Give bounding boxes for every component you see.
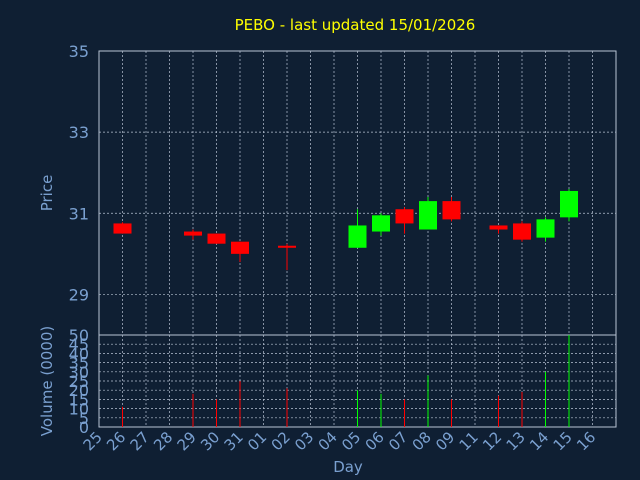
volume-bars — [122, 335, 570, 427]
x-tick-label: 30 — [197, 428, 223, 454]
volume-tick-label: 10 — [69, 400, 89, 419]
candle-body — [560, 190, 578, 218]
x-tick-label: 05 — [338, 428, 364, 454]
volume-tick-label: 0 — [79, 418, 89, 437]
x-tick-label: 06 — [362, 428, 388, 454]
candle-body — [113, 223, 132, 234]
chart-title: PEBO - last updated 15/01/2026 — [235, 16, 476, 34]
candle-body — [395, 209, 414, 224]
volume-tick-label: 35 — [69, 354, 89, 373]
volume-tick-label: 5 — [79, 409, 89, 428]
x-tick-label: 26 — [103, 428, 129, 454]
volume-tick-label: 20 — [69, 381, 89, 400]
price-axis-label: Price — [38, 175, 56, 212]
candle-body — [184, 231, 202, 236]
price-panel: 29 31 33 35 Price — [38, 42, 617, 336]
x-tick-label: 27 — [127, 428, 153, 454]
x-tick-label: 15 — [550, 428, 576, 454]
x-tick-label: 31 — [221, 428, 247, 454]
volume-tick-label: 50 — [69, 326, 89, 345]
price-tick-label: 29 — [69, 285, 89, 304]
candles — [113, 188, 578, 271]
x-tick-label: 02 — [268, 428, 294, 454]
price-grid — [99, 50, 616, 335]
candle-body — [348, 225, 367, 248]
volume-tick-label: 30 — [69, 363, 89, 382]
candle-body — [207, 233, 226, 244]
volume-tick-label: 15 — [69, 390, 89, 409]
x-tick-label: 01 — [244, 428, 270, 454]
candle-body — [513, 223, 531, 240]
candle-body — [536, 219, 555, 238]
candle-body — [419, 201, 437, 230]
x-tick-label: 04 — [315, 428, 341, 454]
volume-tick-label: 25 — [69, 372, 89, 391]
x-tick-label: 12 — [479, 428, 505, 454]
x-tick-label: 07 — [385, 428, 411, 454]
x-tick-label: 13 — [503, 428, 529, 454]
x-ticks: 2526272829303101020304050607080911121314… — [80, 428, 600, 454]
candle-body — [489, 225, 508, 230]
price-tick-label: 31 — [69, 204, 89, 223]
candle-body — [278, 245, 296, 248]
price-tick-label: 35 — [69, 42, 89, 61]
volume-tick-label: 45 — [69, 335, 89, 354]
x-tick-label: 08 — [409, 428, 435, 454]
x-tick-label: 11 — [456, 428, 482, 454]
x-tick-label: 28 — [150, 428, 176, 454]
candle-body — [372, 215, 390, 232]
x-tick-label: 09 — [432, 428, 458, 454]
x-axis-label: Day — [333, 458, 363, 476]
volume-tick-label: 40 — [69, 344, 89, 363]
price-tick-label: 33 — [69, 123, 89, 142]
candle-body — [442, 201, 461, 220]
x-tick-label: 03 — [291, 428, 317, 454]
x-tick-label: 29 — [174, 428, 200, 454]
x-tick-label: 16 — [573, 428, 599, 454]
candle-body — [231, 241, 249, 254]
price-y-ticks: 29 31 33 35 — [69, 42, 89, 304]
volume-axis-label: Volume (0000) — [38, 326, 56, 436]
x-tick-label: 14 — [526, 428, 552, 454]
